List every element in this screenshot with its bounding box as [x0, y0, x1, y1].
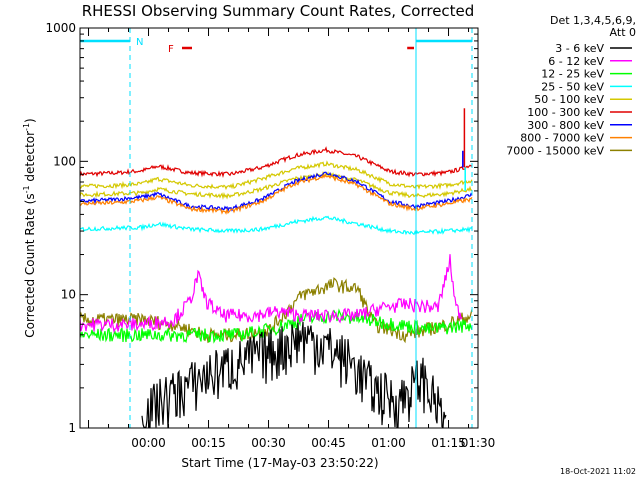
legend-header-attenuator: Att 0: [610, 26, 636, 39]
y-tick-label: 100: [53, 154, 76, 168]
y-tick-label: 10: [61, 288, 76, 302]
series-line-5: [80, 215, 473, 236]
legend-label: 7000 - 15000 keV: [506, 144, 604, 157]
x-tick-label: 01:30: [461, 436, 496, 450]
x-tick-label: 01:15: [431, 436, 466, 450]
plot-frame: [79, 27, 479, 429]
series-line-9: [141, 321, 447, 428]
x-tick-label: 00:30: [251, 436, 286, 450]
legend-header-detectors: Det 1,3,4,5,6,9,: [550, 14, 636, 27]
chart-title: RHESSI Observing Summary Count Rates, Co…: [82, 2, 475, 20]
x-tick-label: 00:45: [311, 436, 346, 450]
series-line-1: [80, 160, 473, 191]
series-line-8: [80, 254, 463, 334]
x-axis-label: Start Time (17-May-03 23:50:22): [181, 456, 378, 470]
x-tick-label: 00:00: [131, 436, 166, 450]
y-tick-label: 1000: [45, 21, 76, 35]
legend-label: 6 - 12 keV: [548, 55, 604, 68]
legend-label: 25 - 50 keV: [541, 80, 604, 93]
footer-date: 18-Oct-2021 11:02: [560, 467, 636, 476]
legend-label: 50 - 100 keV: [534, 93, 604, 106]
flare-label: F: [168, 44, 174, 55]
legend-label: 800 - 7000 keV: [520, 132, 604, 145]
series-layer: [80, 108, 473, 428]
x-tick-label: 01:00: [371, 436, 406, 450]
y-tick-label: 1: [68, 421, 76, 435]
y-axis-label: Corrected Count Rate (s-1 detector-1): [22, 118, 37, 337]
night-label: N: [136, 37, 143, 48]
legend-label: 300 - 800 keV: [527, 119, 604, 132]
series-line-6: [80, 277, 473, 344]
legend-label: 3 - 6 keV: [555, 42, 604, 55]
series-line-0: [80, 146, 473, 179]
y-axis: 1 10 100 1000: [45, 21, 478, 435]
series-line-2: [80, 170, 473, 200]
x-tick-label: 00:15: [191, 436, 226, 450]
legend-label: 100 - 300 keV: [527, 106, 604, 119]
series-line-4: [80, 173, 473, 215]
series-line-3: [80, 171, 473, 213]
legend-label: 12 - 25 keV: [541, 68, 604, 81]
series-line-7: [80, 308, 473, 344]
